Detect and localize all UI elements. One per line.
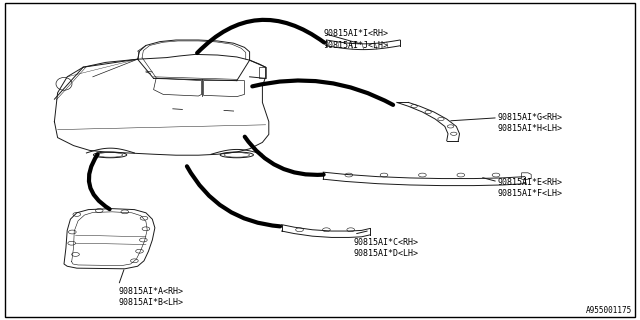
Text: A955001175: A955001175 xyxy=(586,306,632,315)
Text: 90815AI*C<RH>
90815AI*D<LH>: 90815AI*C<RH> 90815AI*D<LH> xyxy=(354,238,419,259)
Text: 90815AI*I<RH>
90815AI*J<LH>: 90815AI*I<RH> 90815AI*J<LH> xyxy=(323,29,388,50)
Text: 90815AI*G<RH>
90815AI*H<LH>: 90815AI*G<RH> 90815AI*H<LH> xyxy=(498,113,563,133)
Text: 90815AI*E<RH>
90815AI*F<LH>: 90815AI*E<RH> 90815AI*F<LH> xyxy=(498,178,563,198)
Text: 90815AI*A<RH>
90815AI*B<LH>: 90815AI*A<RH> 90815AI*B<LH> xyxy=(118,287,184,308)
